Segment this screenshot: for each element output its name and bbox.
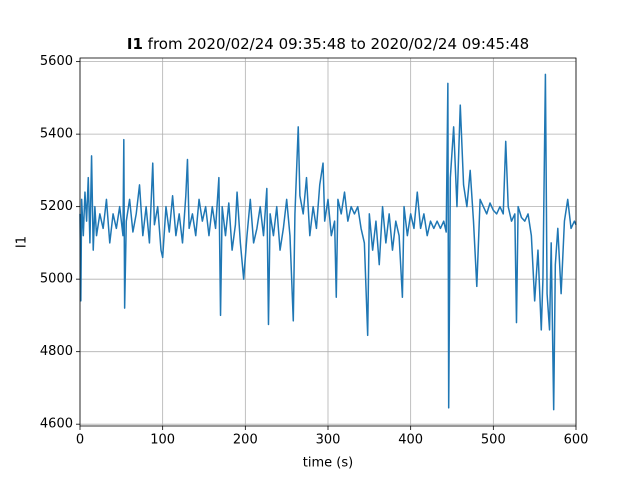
y-tick-label: 4600 — [40, 417, 73, 432]
title-text: from 2020/02/24 09:35:48 to 2020/02/24 0… — [148, 35, 529, 53]
x-tick-label: 500 — [481, 433, 506, 448]
y-tick-label: 5400 — [40, 127, 73, 142]
data-line — [79, 73, 577, 411]
x-tick-label: 600 — [564, 433, 589, 448]
x-tick-label: 400 — [398, 433, 423, 448]
y-tick-label: 5600 — [40, 54, 73, 69]
x-tick-label: 300 — [316, 433, 341, 448]
x-tick-label: 100 — [150, 433, 175, 448]
plot-frame — [79, 57, 577, 427]
x-tick-label: 200 — [233, 433, 258, 448]
y-tick-label: 4800 — [40, 344, 73, 359]
y-tick-label: 5000 — [40, 272, 73, 287]
y-axis-label: I1 — [15, 236, 30, 248]
x-tick-label: 0 — [76, 433, 84, 448]
chart-title: I1 from 2020/02/24 09:35:48 to 2020/02/2… — [127, 35, 529, 53]
x-axis-label: time (s) — [303, 456, 353, 471]
y-tick-label: 5200 — [40, 199, 73, 214]
title-variable: I1 — [127, 35, 143, 53]
